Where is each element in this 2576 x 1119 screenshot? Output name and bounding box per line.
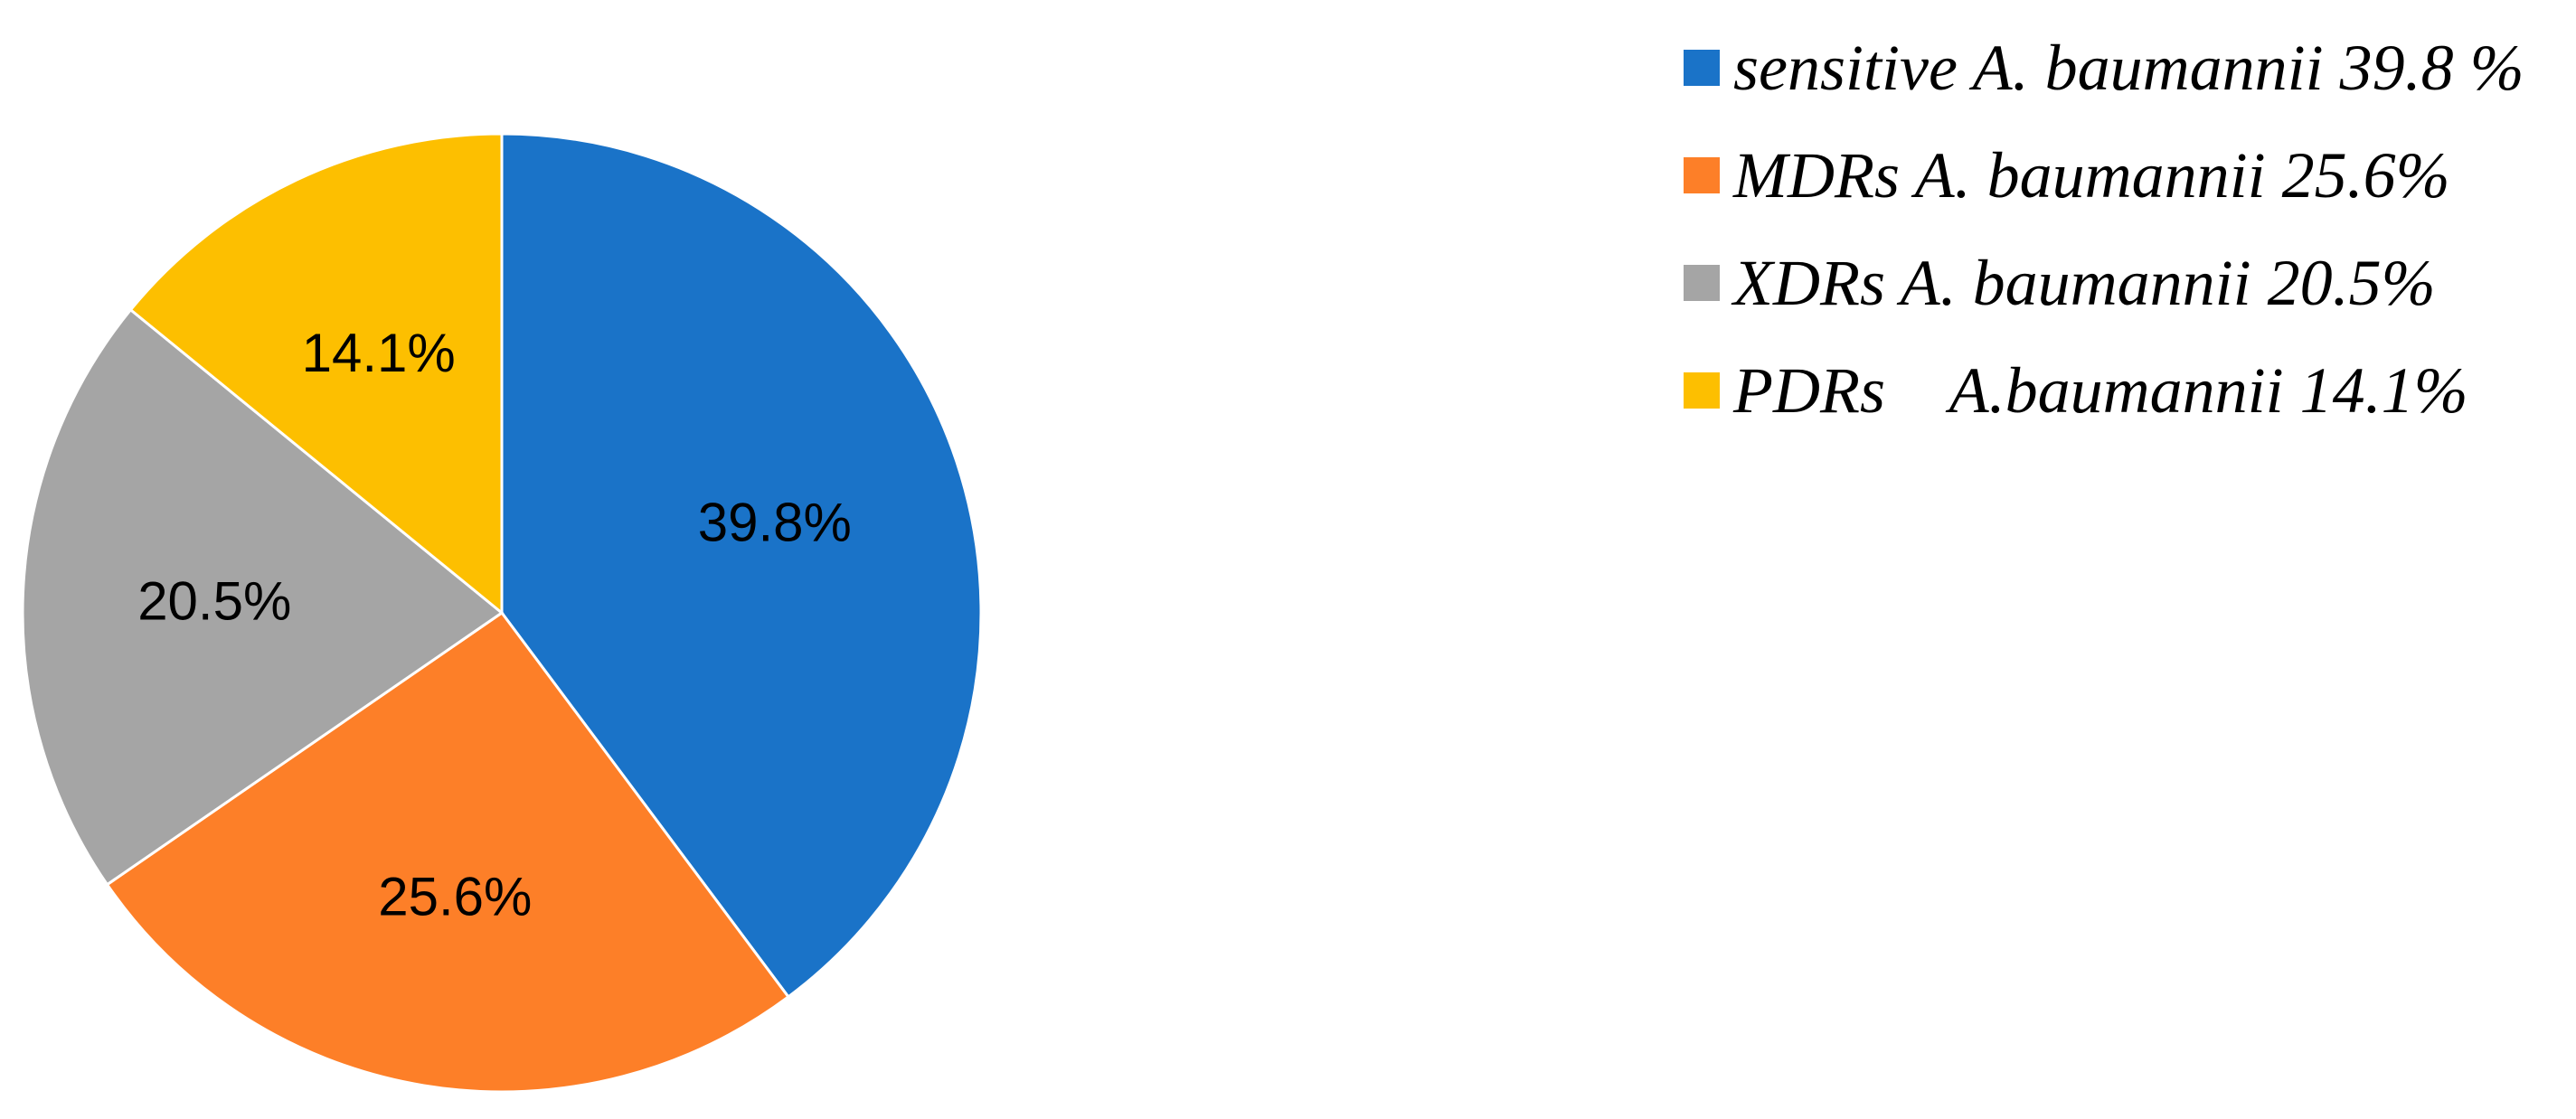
legend-label-0: sensitive A. baumannii 39.8 %: [1733, 32, 2524, 104]
pie-slice-3: [128, 132, 504, 616]
legend-swatch-0: [1684, 50, 1720, 86]
legend-swatch-1: [1684, 157, 1720, 193]
legend-swatch-3: [1684, 372, 1720, 409]
pie-data-label-0: 39.8%: [698, 492, 852, 552]
pie-slice-2: [21, 307, 505, 887]
pie-slice-0: [500, 132, 983, 999]
pie-data-label-1: 25.6%: [378, 866, 532, 926]
legend-label-3: PDRs A.baumannii 14.1%: [1732, 354, 2468, 427]
pie-slices: [21, 132, 983, 1094]
pie-data-label-2: 20.5%: [137, 571, 291, 632]
legend-swatch-2: [1684, 265, 1720, 301]
pie-slice-1: [105, 610, 790, 1094]
legend-label-1: MDRs A. baumannii 25.6%: [1732, 139, 2450, 212]
legend: sensitive A. baumannii 39.8 % MDRs A. bau…: [1684, 32, 2524, 427]
pie-data-labels: 39.8% 25.6% 20.5% 14.1%: [137, 323, 852, 926]
pie-data-label-3: 14.1%: [302, 323, 456, 383]
legend-label-2: XDRs A. baumannii 20.5%: [1731, 247, 2436, 319]
